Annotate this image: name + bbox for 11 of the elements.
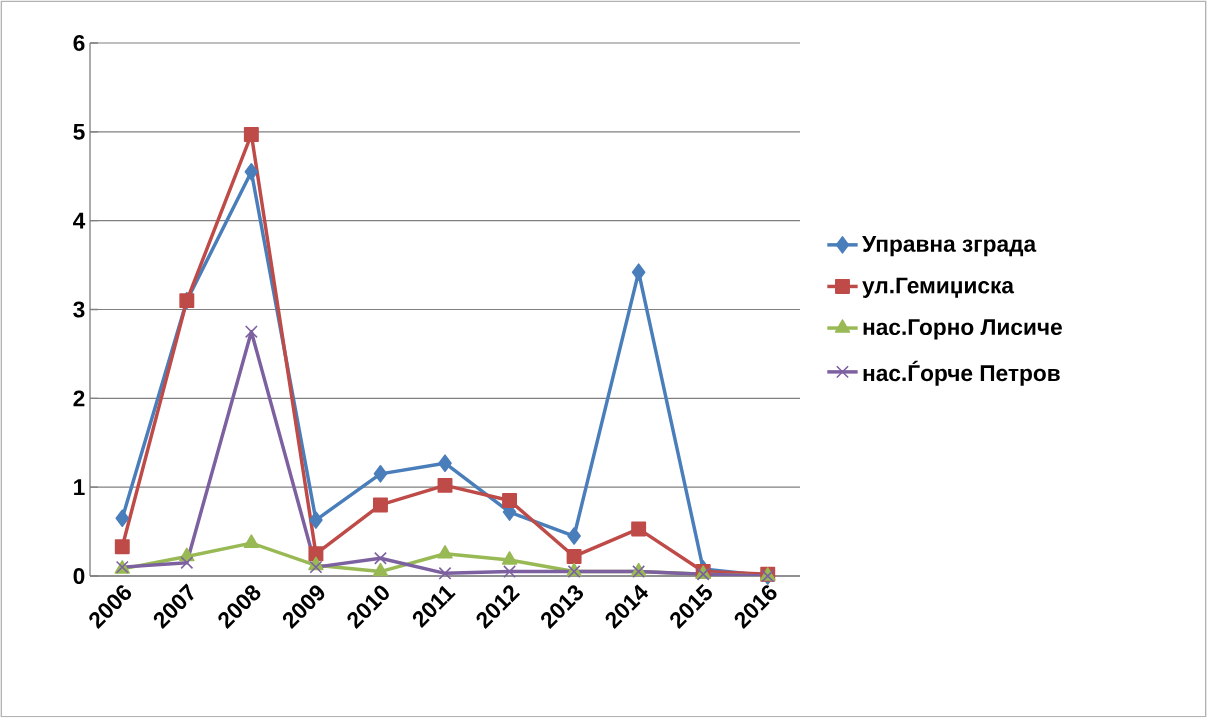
legend-label: нас.Ѓорче Петров <box>863 360 1060 386</box>
y-tick-label: 3 <box>73 301 85 318</box>
legend-label: ул.Гемиџиска <box>862 277 1015 298</box>
y-tick-label: 4 <box>73 212 86 229</box>
y-tick-label: 6 <box>73 34 85 52</box>
y-tick-label: 5 <box>73 123 85 140</box>
legend-label: Управна зграда <box>862 236 1037 257</box>
y-tick-label: 2 <box>73 390 85 407</box>
y-tick-label: 1 <box>74 479 85 495</box>
legend-label: нас.Горно Лисиче <box>863 319 1062 340</box>
y-tick-label: 0 <box>73 567 85 585</box>
